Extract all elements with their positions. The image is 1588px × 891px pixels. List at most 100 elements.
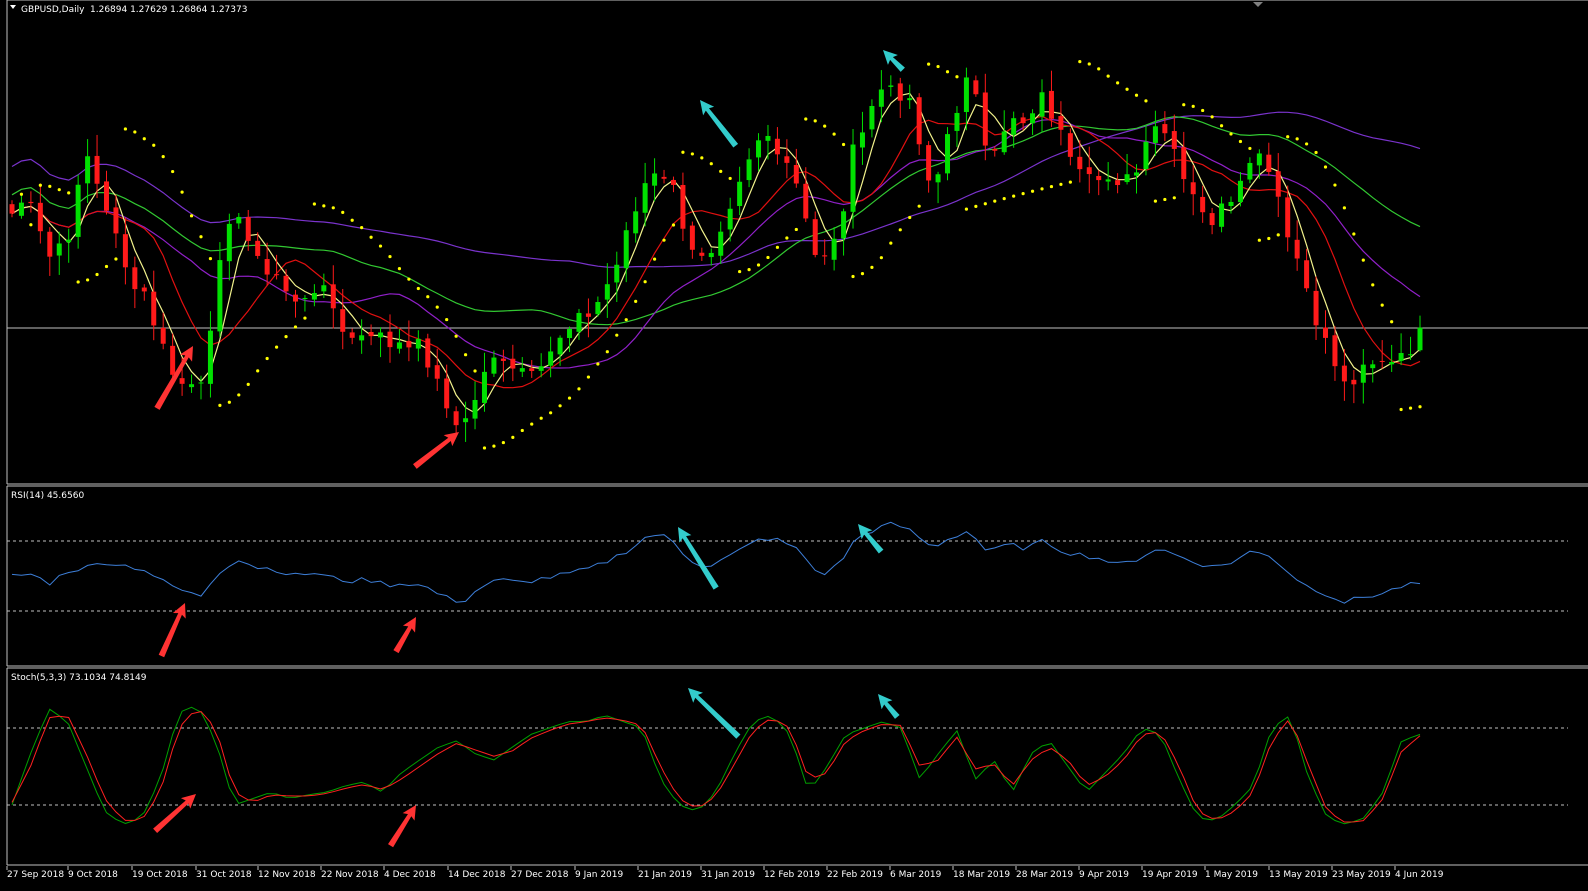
candle-body [935,174,941,183]
candle-body [302,297,308,300]
symbol-menu-icon[interactable] [10,5,16,9]
psar-dot [860,272,865,276]
candle-body [189,384,195,388]
psar-dot [927,62,931,66]
psar-dot [634,299,638,303]
chart-shift-marker-icon[interactable] [1253,2,1263,7]
psar-dot [208,257,213,261]
candle-body [122,234,128,268]
candle-body [633,211,639,234]
candle-body [18,202,24,216]
candle-body [94,155,100,184]
candle-body [661,176,667,179]
candle-body [963,77,969,113]
time-axis-label: 1 May 2019 [1205,870,1258,880]
candle-body [264,259,270,275]
candle-body [670,180,676,185]
psar-dot [397,267,402,271]
price-panel[interactable]: GBPUSD,Daily 1.26894 1.27629 1.26864 1.2… [7,2,1588,472]
psar-dot [596,362,600,366]
candle-body [340,309,346,332]
candle-body [491,357,497,374]
candle-body [708,252,714,258]
candle-body [406,340,412,348]
candle-body [66,239,72,243]
candle-body [982,92,988,146]
candle-body [973,80,979,95]
time-axis-label: 4 Jun 2019 [1395,870,1444,880]
candle-body [727,208,733,230]
psar-dot [766,255,770,260]
psar-dot [331,206,335,210]
psar-dot [993,199,997,203]
stoch-label: Stoch(5,3,3) 73.1034 74.8149 [11,673,147,683]
psar-dot [1352,232,1356,236]
candle-body [1096,175,1102,181]
psar-dot [227,400,231,404]
candle-body [746,159,752,181]
stochastic-panel[interactable]: Stoch(5,3,3) 73.1034 74.8149 [7,673,1568,849]
psar-dot [1059,182,1063,186]
psar-dot [1399,407,1403,412]
candle-body [1341,365,1347,382]
candle-body [1152,126,1158,143]
candle-body [453,411,459,426]
psar-dot [1342,206,1347,210]
candle-body [1048,90,1054,119]
psar-dot [492,444,496,448]
psar-dot [1012,194,1016,198]
candle-body [557,337,563,355]
stoch-signal-line [11,711,1421,823]
candle-body [1058,116,1064,130]
candle-body [103,181,109,211]
psar-dot [1172,196,1176,200]
psar-dot [813,119,817,123]
candle-body [926,145,932,181]
candle-body [1105,179,1111,182]
psar-dot [671,223,676,227]
time-axis-label: 31 Oct 2018 [196,870,252,880]
psar-dot [76,280,80,284]
candle-body [207,330,213,384]
candle-body [311,293,317,300]
candle-body [255,240,261,256]
candle-body [519,368,525,372]
candle-body [141,287,147,292]
psar-dot [378,244,383,248]
rsi-panel[interactable]: RSI(14) 45.6560 [7,491,1568,659]
psar-dot [1314,150,1318,155]
psar-dot [189,214,194,218]
signal-arrows-stoch [153,688,900,848]
candle-body [1247,162,1253,180]
signal-arrow [153,794,196,834]
candle-body [1067,133,1073,157]
psar-dot [652,257,657,261]
candle-body [463,418,469,423]
psar-dot [322,204,326,208]
candle-body [774,138,780,155]
psar-dot [95,272,99,277]
psar-dot [180,190,184,194]
psar-dot [974,204,978,208]
panel-frames [6,0,1588,866]
signal-arrow [858,524,884,554]
candle-body [737,181,743,207]
psar-dot [218,403,222,407]
psar-dot [1097,67,1101,71]
psar-dot [728,176,732,181]
signal-arrow [678,527,719,590]
psar-dot [426,295,430,299]
time-axis-label: 27 Sep 2018 [7,870,64,880]
psar-dot [303,316,307,320]
candle-body [850,144,856,212]
candle-body [538,366,544,371]
psar-dot [1323,165,1328,169]
candle-body [784,156,790,163]
signal-arrow [393,617,416,654]
psar-dot [662,238,666,242]
psar-dot [133,130,137,134]
psar-dot [501,440,505,445]
candle-body [567,328,573,339]
candle-body [916,97,922,145]
candle-body [9,204,15,214]
